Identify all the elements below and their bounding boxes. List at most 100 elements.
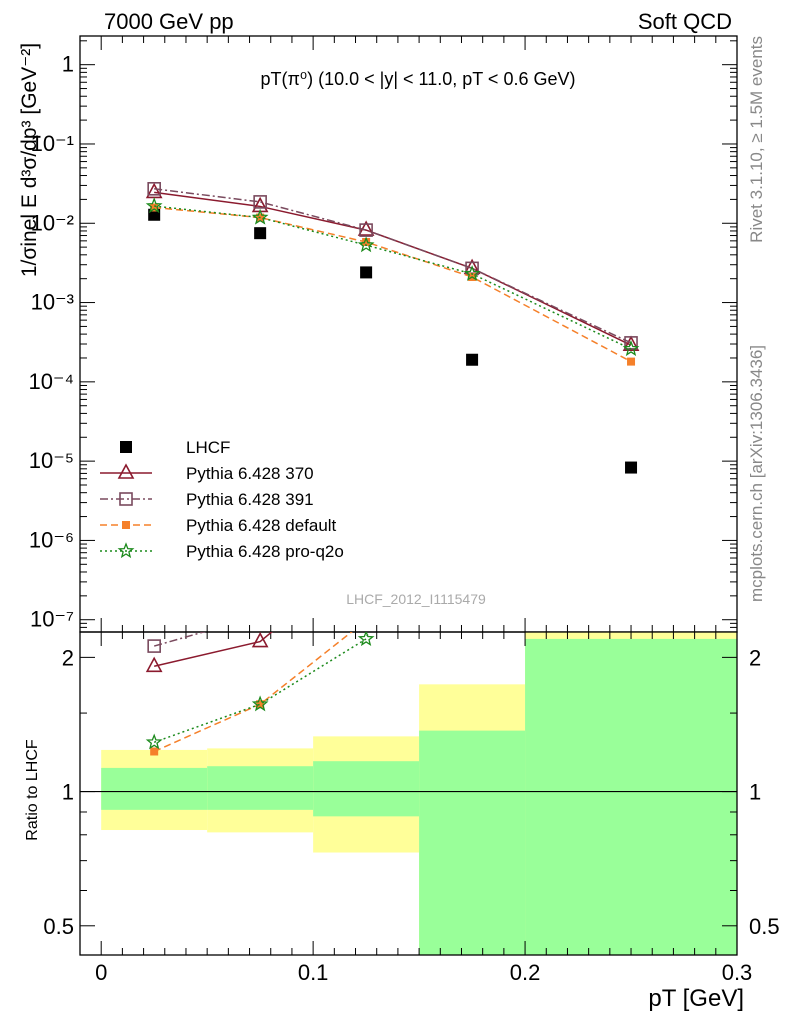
legend-entry: Pythia 6.428 pro-q2o	[100, 542, 344, 561]
x-axis-title: pT [GeV]	[648, 985, 744, 1012]
data-point	[627, 357, 636, 366]
ratio-series-group	[145, 85, 638, 756]
y-axis-title: 1/σinel E d³σ/dp³ [GeV⁻²]	[18, 43, 41, 277]
green-band-bin	[207, 766, 314, 810]
ratio-series-pythia-6-428-391	[147, 85, 637, 653]
ratio-point	[357, 632, 375, 647]
legend-marker	[122, 521, 130, 529]
ratio-series-pythia-6-428-default	[150, 192, 635, 756]
legend-marker	[120, 441, 132, 453]
y-tick-label: 1	[62, 52, 74, 77]
ratio-y-tick-label-right: 1	[749, 780, 761, 805]
ratio-point	[256, 700, 265, 709]
legend-marker	[117, 463, 135, 479]
ratio-point	[468, 323, 476, 331]
ratio-y-tick-label: 0.5	[43, 914, 74, 939]
ratio-point	[362, 616, 370, 624]
x-tick-label: 0	[95, 960, 107, 985]
ratio-point	[624, 95, 638, 108]
ratio-panel: 0 0.1 0.2 0.3 0.5 0.5 1 1 2 2	[43, 85, 780, 985]
legend-marker	[119, 492, 133, 506]
ratio-point	[145, 656, 163, 673]
y-tick-label: 10⁻⁷	[30, 607, 74, 632]
ratio-point	[147, 639, 161, 653]
mcplots-label: mcplots.cern.ch [arXiv:1306.3436]	[747, 345, 766, 602]
ratio-line	[153, 632, 207, 647]
ratio-point	[251, 695, 269, 712]
ratio-y-tick-label: 2	[62, 645, 74, 670]
legend-entry: Pythia 6.428 391	[100, 490, 314, 509]
legend-entry: LHCF	[120, 438, 230, 457]
data-point	[357, 236, 375, 253]
ratio-y-axis-title: Ratio to LHCF	[24, 739, 41, 841]
green-band-bin	[419, 730, 526, 955]
y-tick-label: 10⁻³	[31, 290, 74, 315]
ratio-point	[251, 632, 269, 648]
y-tick-label: 10⁻²	[31, 210, 74, 235]
legend-label: Pythia 6.428 default	[186, 516, 337, 535]
main-panel: 1 10⁻¹ 10⁻² 10⁻³ 10⁻⁴ 10⁻⁵ 10⁻⁶ 10⁻⁷	[28, 35, 738, 633]
x-tick-label: 0.1	[298, 960, 329, 985]
ratio-series-pythia-6-428-pro-q2o	[145, 118, 637, 750]
uncertainty-bands	[101, 632, 737, 955]
y-tick-label: 10⁻⁵	[29, 448, 74, 473]
y-tick-label: 10⁻⁴	[28, 369, 74, 394]
ratio-line	[154, 632, 273, 668]
x-tick-label: 0.2	[510, 960, 541, 985]
rivet-version-label: Rivet 3.1.10, ≥ 1.5M events	[747, 36, 766, 243]
ratio-point	[465, 302, 478, 315]
data-point	[145, 197, 163, 214]
ratio-point	[624, 118, 637, 131]
ratio-series-pythia-6-428-370	[145, 95, 638, 673]
y-tick-label: 10⁻¹	[31, 131, 74, 156]
series-pythia-6-428-default	[150, 203, 636, 366]
data-point	[622, 335, 640, 351]
series-line	[154, 205, 632, 350]
ratio-point	[359, 545, 373, 558]
ratio-point	[145, 733, 163, 750]
green-band-bin	[525, 638, 737, 955]
header-right: Soft QCD	[638, 9, 732, 34]
data-point	[625, 461, 638, 474]
ratio-point	[625, 85, 637, 97]
ratio-y-tick-label-right: 2	[749, 645, 761, 670]
data-point	[254, 227, 267, 240]
ratio-line	[153, 632, 353, 753]
green-band-bin	[101, 767, 208, 810]
legend: LHCF Pythia 6.428 370 Pythia 6.428 391 Pyth…	[100, 438, 344, 561]
data-point	[362, 238, 371, 247]
data-point	[360, 266, 373, 279]
header-left: 7000 GeV pp	[104, 9, 234, 34]
series-pythia-6-428-391	[147, 182, 638, 350]
x-tick-label: 0.3	[722, 960, 753, 985]
ratio-point	[254, 610, 266, 622]
ratio-line	[153, 632, 370, 743]
data-point	[463, 265, 481, 281]
legend-entry: Pythia 6.428 370	[100, 463, 314, 483]
ratio-point	[150, 747, 159, 756]
ratio-point	[360, 547, 372, 559]
data-point	[253, 195, 267, 209]
ratio-y-tick-label: 1	[62, 780, 74, 805]
ratio-point	[627, 192, 635, 200]
legend-label: Pythia 6.428 370	[186, 464, 314, 483]
data-point	[251, 208, 269, 225]
ratio-y-tick-label-right: 0.5	[749, 914, 780, 939]
series-line	[154, 206, 632, 363]
data-point	[466, 353, 479, 366]
series-pythia-6-428-pro-q2o	[145, 197, 640, 357]
series-lhcf	[148, 208, 638, 474]
data-point	[150, 203, 159, 212]
legend-marker	[117, 542, 135, 559]
legend-label: Pythia 6.428 pro-q2o	[186, 542, 344, 561]
analysis-watermark: LHCF_2012_I1115479	[346, 591, 486, 607]
main-frame	[79, 35, 738, 633]
plot-title: pT(π⁰) (10.0 < |y| < 11.0, pT < 0.6 GeV)	[261, 69, 576, 89]
data-point	[359, 223, 373, 237]
y-tick-label: 10⁻⁶	[29, 527, 74, 552]
series-line	[154, 191, 632, 346]
data-point	[622, 340, 640, 357]
legend-label: Pythia 6.428 391	[186, 490, 314, 509]
green-band-bin	[313, 761, 420, 817]
